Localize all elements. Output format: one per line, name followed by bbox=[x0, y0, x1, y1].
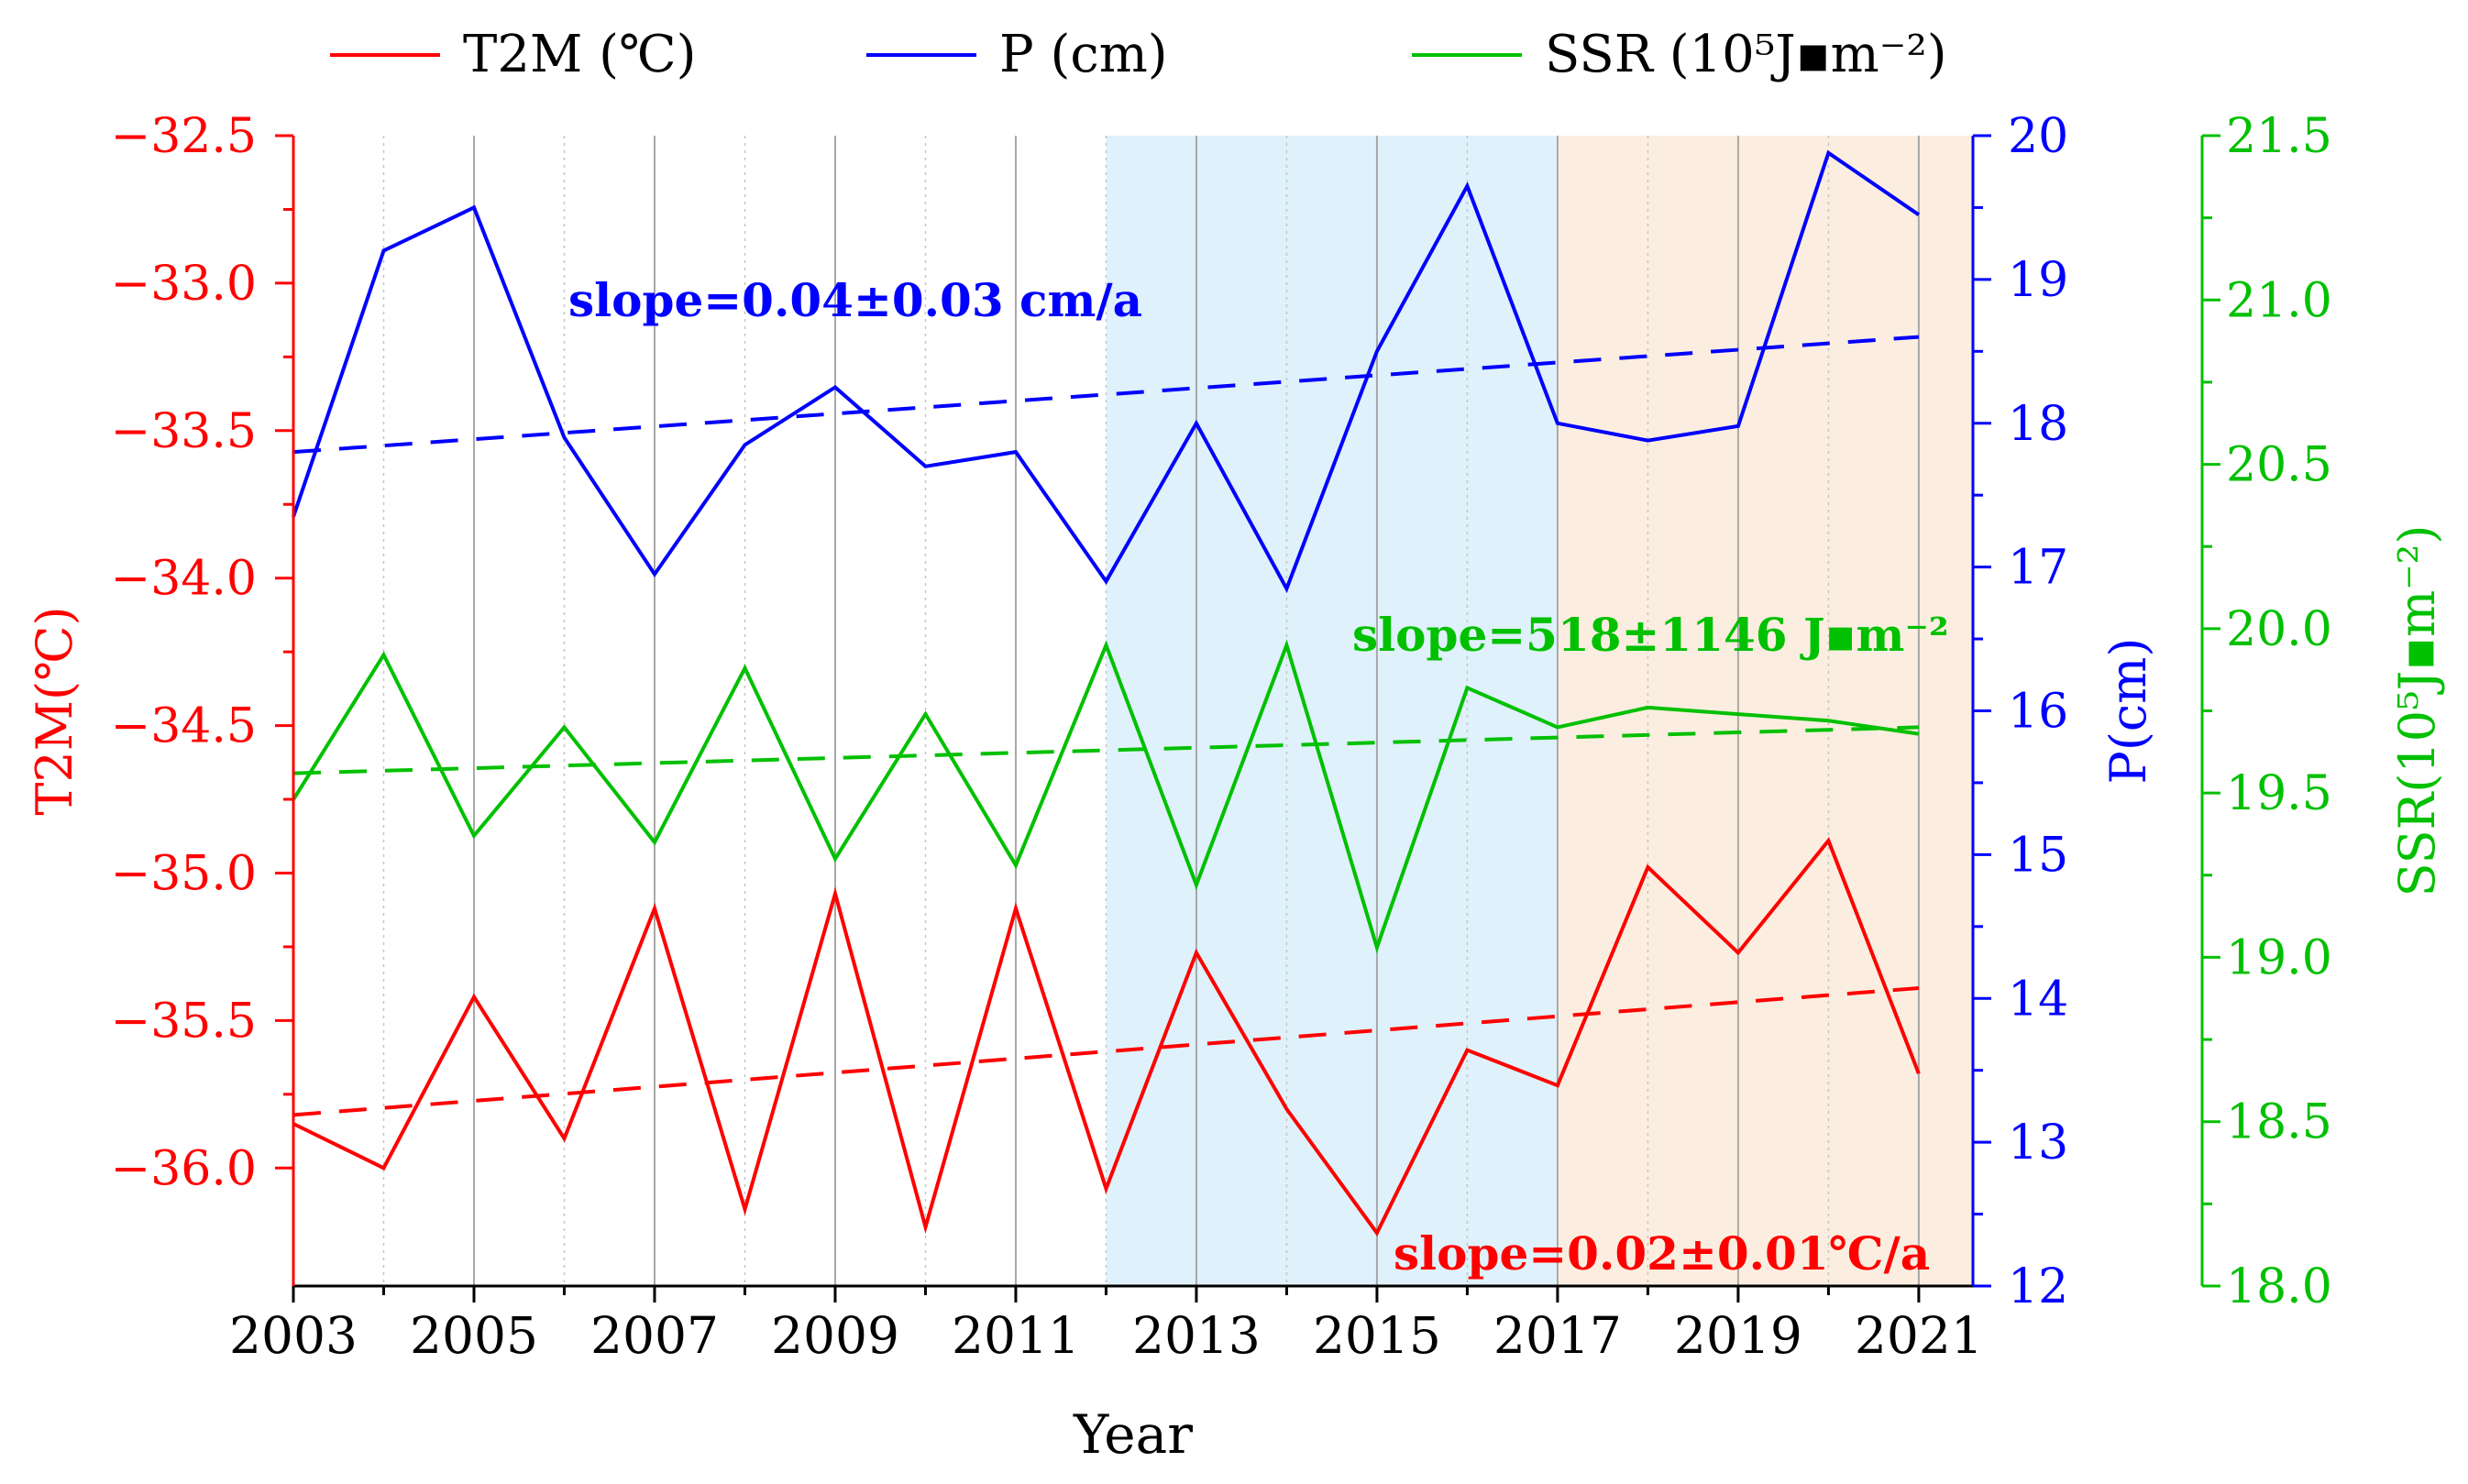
axes: 2003 2005 2007 2009 2011 2013 2015 2017 2019 2021… bbox=[26, 109, 2446, 1466]
vertical-gridlines bbox=[382, 136, 1920, 1286]
p-tick-label: 15 bbox=[2008, 828, 2068, 883]
t2m-slope-label: slope=0.02±0.01℃/a bbox=[1394, 1226, 1930, 1281]
ssr-axis-title: SSR(10⁵J▪m⁻²) bbox=[2388, 525, 2446, 897]
t2m-tick-label: −34.0 bbox=[111, 552, 257, 607]
slope-annotations: slope=0.02±0.01℃/a slope=0.04±0.03 cm/a sl… bbox=[568, 273, 1949, 1281]
t2m-tick-label: −33.5 bbox=[111, 404, 257, 459]
ssr-tick-label: 20.5 bbox=[2226, 438, 2332, 493]
ssr-series-line bbox=[292, 639, 1920, 954]
data-series bbox=[292, 149, 1921, 1237]
p-tick-label: 19 bbox=[2008, 253, 2068, 308]
x-tick-label: 2013 bbox=[1132, 1306, 1261, 1365]
p-tick-label: 16 bbox=[2008, 685, 2068, 740]
shaded-region-0 bbox=[1106, 136, 1558, 1286]
ssr-trend-line bbox=[292, 725, 1919, 775]
t2m-tick-label: −35.5 bbox=[111, 994, 257, 1049]
t2m-tick-label: −32.5 bbox=[111, 109, 257, 164]
x-tick-label: 2011 bbox=[952, 1306, 1080, 1365]
p-series-line bbox=[292, 149, 1921, 593]
t2m-tick-label: −33.0 bbox=[111, 257, 257, 312]
legend-label: SSR (10⁵J▪m⁻²) bbox=[1545, 25, 1947, 84]
ssr-tick-label: 21.5 bbox=[2226, 109, 2332, 164]
p-tick-label: 17 bbox=[2008, 541, 2068, 596]
shaded-region-1 bbox=[1557, 136, 1973, 1286]
p-tick-label: 20 bbox=[2008, 109, 2068, 164]
shaded-periods bbox=[1106, 136, 1973, 1286]
t2m-tick-label: −36.0 bbox=[111, 1141, 257, 1196]
trend-lines bbox=[292, 335, 1920, 1117]
t2m-tick-label: −34.5 bbox=[111, 699, 257, 754]
x-tick-label: 2021 bbox=[1855, 1306, 1983, 1365]
x-tick-label: 2007 bbox=[590, 1306, 719, 1365]
legend-label: P (cm) bbox=[999, 25, 1168, 84]
ssr-tick-label: 21.0 bbox=[2226, 273, 2332, 328]
p-tick-label: 12 bbox=[2008, 1259, 2068, 1314]
legend-label: T2M (℃) bbox=[463, 25, 696, 84]
t2m-series-line bbox=[292, 837, 1921, 1237]
p-tick-label: 13 bbox=[2008, 1116, 2068, 1171]
t2m-axis-title: T2M(℃) bbox=[26, 606, 83, 815]
x-tick-label: 2019 bbox=[1674, 1306, 1802, 1365]
t2m-tick-label: −35.0 bbox=[111, 846, 257, 901]
x-tick-label: 2009 bbox=[771, 1306, 899, 1365]
ssr-tick-label: 18.0 bbox=[2226, 1259, 2332, 1314]
x-tick-label: 2005 bbox=[410, 1306, 538, 1365]
x-tick-label: 2015 bbox=[1313, 1306, 1441, 1365]
legend: T2M (℃) P (cm) SSR (10⁵J▪m⁻²) bbox=[330, 25, 1947, 84]
x-tick-label: 2003 bbox=[229, 1306, 358, 1365]
ssr-tick-label: 19.5 bbox=[2226, 766, 2332, 821]
x-tick-label: 2017 bbox=[1493, 1306, 1622, 1365]
p-tick-label: 18 bbox=[2008, 397, 2068, 452]
p-slope-label: slope=0.04±0.03 cm/a bbox=[568, 273, 1142, 327]
ssr-slope-label: slope=518±1146 J▪m⁻² bbox=[1352, 608, 1949, 662]
p-axis-title: P(cm) bbox=[2099, 638, 2157, 785]
ssr-tick-label: 20.0 bbox=[2226, 602, 2332, 657]
ssr-tick-label: 18.5 bbox=[2226, 1095, 2332, 1150]
x-axis-title: Year bbox=[1073, 1403, 1193, 1466]
ssr-tick-label: 19.0 bbox=[2226, 930, 2332, 985]
p-tick-label: 14 bbox=[2008, 972, 2068, 1027]
